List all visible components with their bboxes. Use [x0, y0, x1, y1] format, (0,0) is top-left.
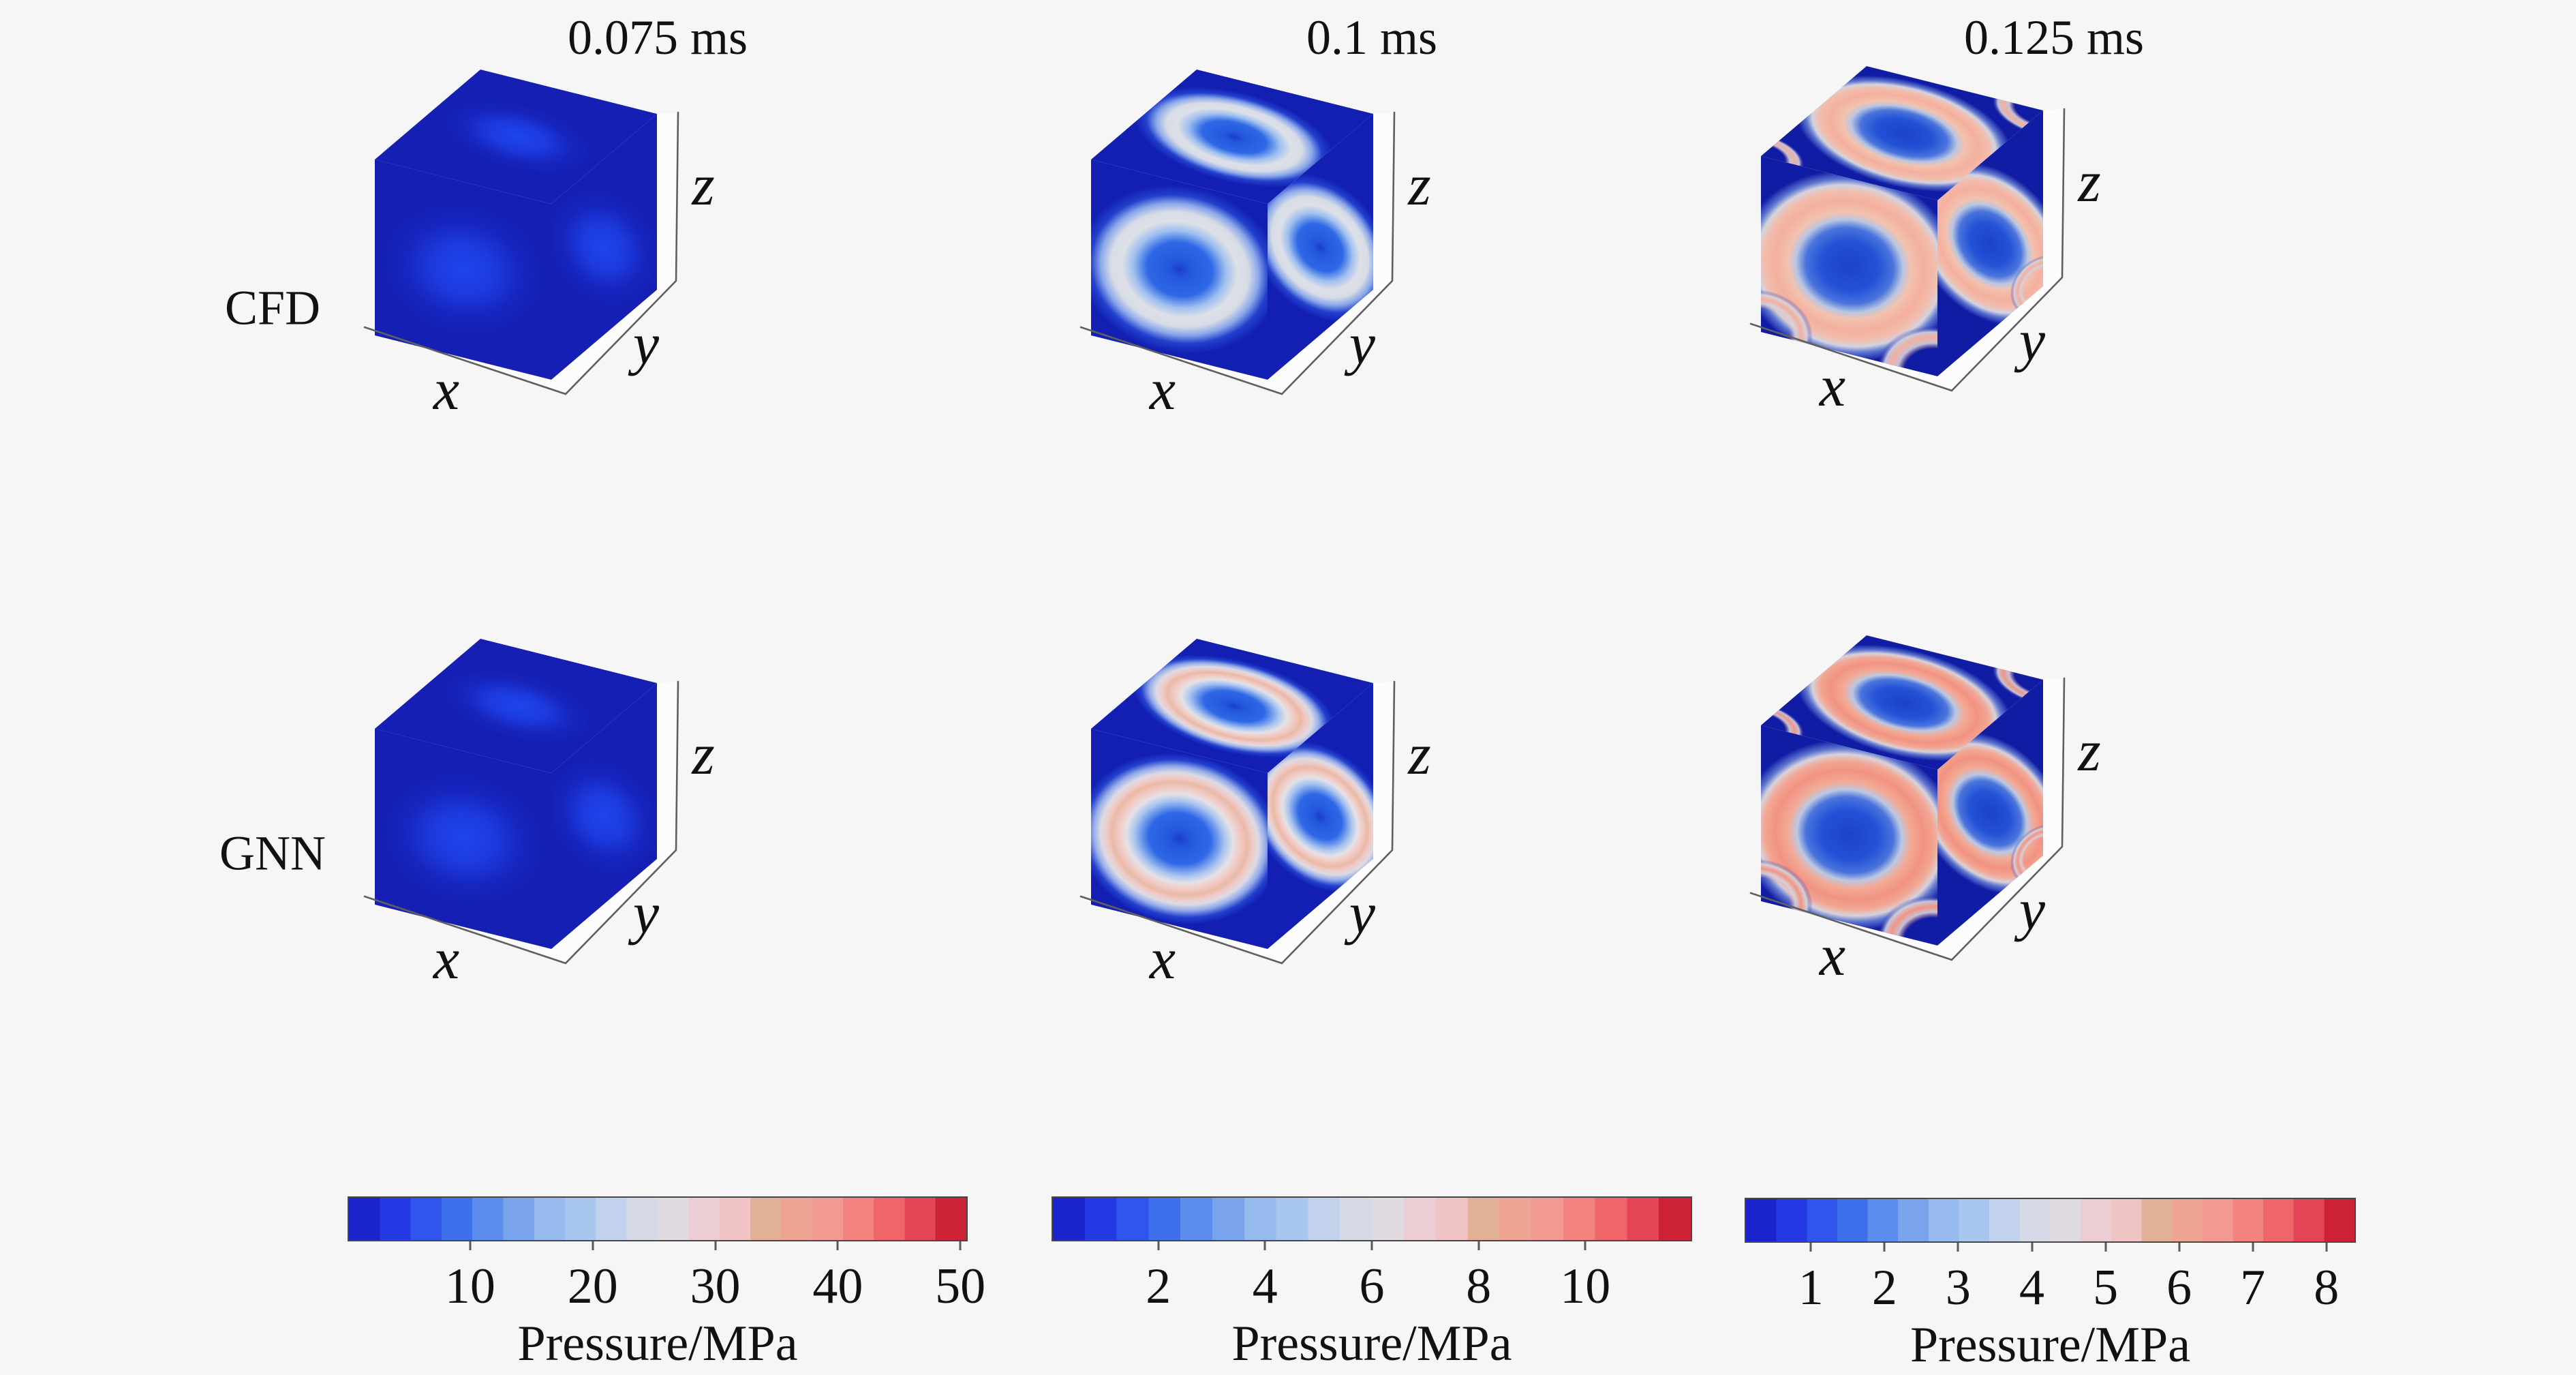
yz-axis-line [564, 680, 679, 965]
axis-label-y: y [1344, 311, 1376, 376]
colorbar-gradient [1745, 1198, 2356, 1243]
colorbar-tick-label: 50 [935, 1258, 986, 1314]
colorbar-tick-label: 4 [2019, 1260, 2044, 1316]
colorbar-title: Pressure/MPa [517, 1316, 798, 1372]
colorbar-tick [1809, 1243, 1812, 1252]
colorbar-tick [2325, 1243, 2328, 1252]
axis-label-y: y [2014, 307, 2046, 373]
axis-label-z: z [1407, 152, 1430, 217]
cube-panel-cfd-01ms: x y z [1079, 70, 1431, 422]
colorbar-tick-label: 8 [1466, 1258, 1492, 1314]
axis-label-x: x [1818, 922, 1845, 988]
yz-axis-line [1950, 677, 2066, 961]
x-axis-line [1749, 322, 1953, 392]
axis-label-x: x [432, 357, 459, 422]
colorbar-tick [2104, 1243, 2107, 1252]
row-label-gnn: GNN [219, 826, 326, 881]
yz-axis-line [564, 111, 679, 395]
colorbar-title: Pressure/MPa [1910, 1317, 2191, 1373]
colorbar-tick [714, 1241, 717, 1250]
axis-label-y: y [628, 311, 660, 376]
colorbar-tick [1957, 1243, 1959, 1252]
colorbar-tick [959, 1241, 962, 1250]
colorbar-title: Pressure/MPa [1231, 1316, 1512, 1372]
yz-axis-line [1950, 108, 2066, 392]
colorbar-tick [1477, 1241, 1480, 1250]
colorbar-01ms: 2 4 6 8 10 Pressure/MPa [1052, 1196, 1692, 1374]
colorbar-0075ms: 10 20 30 40 50 Pressure/MPa [348, 1196, 985, 1374]
x-axis-line [1749, 892, 1953, 961]
colorbar-tick-label: 8 [2314, 1260, 2340, 1316]
colorbar-tick-label: 4 [1252, 1258, 1278, 1314]
axis-label-z: z [1407, 721, 1430, 787]
colorbar-tick [2252, 1243, 2254, 1252]
axis-label-y: y [628, 880, 660, 946]
row-label-cfd: CFD [224, 280, 321, 335]
colorbar-tick-label: 10 [444, 1258, 495, 1314]
cube-panel-cfd-0125ms: x y z [1749, 66, 2101, 419]
axis-label-z: z [2077, 718, 2100, 783]
axis-label-z: z [691, 152, 714, 217]
colorbar-tick-label: 7 [2240, 1260, 2266, 1316]
cube-panel-gnn-0075ms: x y z [363, 639, 715, 991]
yz-axis-line [1281, 111, 1396, 395]
colorbar-tickmarks [1052, 1241, 1692, 1251]
colorbar-tickmarks [1745, 1243, 2356, 1252]
axis-label-x: x [1148, 357, 1176, 422]
cube-panel-cfd-0075ms: x y z [363, 70, 715, 422]
colorbar-tick [2031, 1243, 2033, 1252]
yz-axis-line [1281, 680, 1396, 965]
colorbar-tick [469, 1241, 472, 1250]
axis-label-x: x [432, 926, 459, 991]
cube-panel-gnn-01ms: x y z [1079, 639, 1431, 991]
x-axis-line [1079, 326, 1283, 395]
cube-panel-gnn-0125ms: x y z [1749, 635, 2101, 988]
x-axis-line [363, 326, 567, 395]
colorbar-gradient [348, 1196, 968, 1241]
axis-label-y: y [1344, 880, 1376, 946]
column-title-01ms: 0.1 ms [1306, 10, 1438, 65]
axis-label-y: y [2014, 877, 2046, 942]
x-axis-line [363, 895, 567, 965]
axis-label-x: x [1148, 926, 1176, 991]
colorbar-tick-labels: 10 20 30 40 50 [348, 1258, 985, 1319]
axis-label-z: z [2077, 149, 2100, 214]
axis-label-z: z [691, 721, 714, 787]
colorbar-gradient [1052, 1196, 1692, 1241]
x-axis-line [1079, 895, 1283, 965]
colorbar-tick-labels: 2 4 6 8 10 [1052, 1258, 1692, 1319]
colorbar-tick [1584, 1241, 1586, 1250]
colorbar-tick-label: 10 [1560, 1258, 1611, 1314]
colorbar-tick-label: 3 [1945, 1260, 1971, 1316]
colorbar-tick-label: 6 [2166, 1260, 2192, 1316]
colorbar-tick [592, 1241, 594, 1250]
colorbar-tick-label: 20 [567, 1258, 618, 1314]
colorbar-tick [1883, 1243, 1886, 1252]
colorbar-tickmarks [348, 1241, 968, 1251]
colorbar-tick [1370, 1241, 1373, 1250]
colorbar-tick-label: 6 [1359, 1258, 1385, 1314]
colorbar-tick-label: 2 [1146, 1258, 1171, 1314]
colorbar-tick-label: 5 [2093, 1260, 2119, 1316]
column-title-0125ms: 0.125 ms [1963, 10, 2145, 65]
colorbar-tick [1263, 1241, 1266, 1250]
colorbar-tick [2178, 1243, 2181, 1252]
colorbar-tick [1157, 1241, 1160, 1250]
column-title-0075ms: 0.075 ms [567, 10, 748, 65]
colorbar-tick-label: 40 [812, 1258, 863, 1314]
colorbar-tick-label: 30 [690, 1258, 741, 1314]
colorbar-tick-label: 1 [1798, 1260, 1824, 1316]
colorbar-tick-label: 2 [1871, 1260, 1897, 1316]
axis-label-x: x [1818, 353, 1845, 419]
colorbar-tick [836, 1241, 839, 1250]
